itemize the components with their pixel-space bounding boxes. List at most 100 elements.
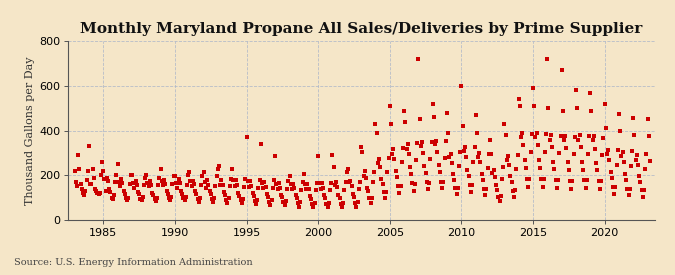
Point [620,172,630,176]
Point [406,172,416,176]
Point [279,203,290,208]
Point [109,193,119,198]
Point [439,156,450,160]
Point [334,196,345,200]
Point [491,183,502,188]
Point [256,181,267,185]
Point [494,199,505,204]
Point [250,202,261,207]
Point [618,160,629,164]
Point [266,198,277,202]
Point [480,192,491,197]
Point [144,179,155,183]
Point [199,180,210,184]
Point [419,164,430,169]
Point [396,160,407,164]
Point [85,182,96,186]
Point [204,189,215,194]
Point [333,192,344,197]
Text: Source: U.S. Energy Information Administration: Source: U.S. Energy Information Administ… [14,258,252,267]
Point [70,180,81,184]
Point [358,174,369,179]
Point [530,135,541,139]
Point [216,178,227,182]
Point [626,149,637,154]
Point [529,104,539,108]
Point [425,156,435,161]
Point [331,180,342,184]
Point [92,191,103,195]
Point [277,195,288,199]
Point [373,161,383,165]
Point [281,186,292,191]
Point [486,152,497,156]
Point [239,185,250,189]
Point [455,150,466,154]
Point [143,184,154,189]
Point [621,178,632,182]
Point [286,182,296,186]
Point [548,160,559,164]
Point [398,146,408,150]
Point [562,160,573,164]
Point [463,174,474,178]
Point [178,196,188,200]
Point [234,194,245,198]
Point [198,170,209,174]
Point [357,150,368,154]
Point [541,132,551,136]
Point [446,161,457,165]
Point [339,188,350,192]
Point [393,184,404,189]
Point [630,158,641,162]
Point [101,175,112,180]
Point [346,184,357,189]
Point [370,122,381,126]
Point [171,181,182,185]
Point [407,181,418,185]
Point [129,185,140,190]
Point [506,180,517,185]
Point [387,152,398,156]
Point [431,139,441,143]
Point [468,160,479,164]
Point [103,179,113,183]
Point [306,202,317,206]
Point [611,162,622,167]
Point [197,174,208,179]
Point [410,158,421,162]
Point [302,182,313,186]
Point [86,182,97,186]
Point [592,168,603,173]
Point [209,196,220,200]
Point [269,178,279,182]
Point [564,167,574,172]
Point [443,131,454,135]
Point [579,178,590,183]
Point [167,182,178,186]
Point [464,183,475,188]
Point [135,197,146,201]
Point [119,192,130,197]
Point [426,140,437,144]
Point [211,174,222,179]
Point [517,131,528,135]
Point [323,205,333,210]
Point [394,191,405,195]
Point [410,182,421,186]
Point [615,128,626,133]
Point [518,143,529,147]
Point [76,182,86,186]
Point [609,192,620,196]
Point [184,170,194,174]
Point [325,188,335,192]
Point [309,200,320,205]
Point [344,180,354,184]
Point [493,194,504,199]
Point [124,182,135,186]
Point [261,192,272,197]
Point [130,179,141,183]
Point [482,166,493,170]
Point [215,183,225,188]
Point [342,166,353,171]
